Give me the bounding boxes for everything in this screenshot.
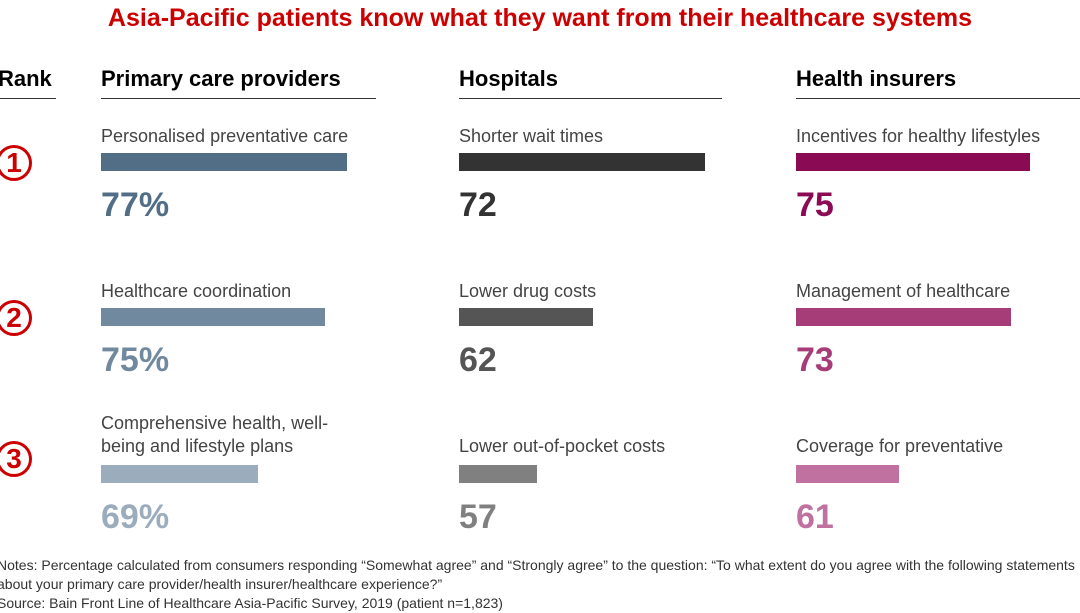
value-label: 73	[796, 341, 834, 379]
bar	[459, 153, 706, 171]
bar	[459, 465, 538, 483]
bar	[796, 153, 1030, 171]
item-label: Lower drug costs	[459, 281, 597, 301]
item-label: Shorter wait times	[459, 126, 604, 146]
value-label: 77%	[101, 186, 170, 224]
rank-badge: 1	[0, 145, 32, 181]
column-header: Hospitals	[459, 66, 722, 99]
item-label: Healthcare coordination	[101, 281, 292, 301]
value-label: 62	[459, 341, 497, 379]
bar	[101, 308, 325, 326]
rank-badge: 2	[0, 300, 32, 336]
source-text: Source: Bain Front Line of Healthcare As…	[0, 595, 503, 611]
value-label: 72	[459, 186, 497, 224]
rank-header: Rank	[0, 66, 56, 99]
value-label: 57	[459, 498, 497, 536]
item-label: Comprehensive health, well-being and lif…	[101, 413, 329, 456]
bar	[459, 308, 594, 326]
bar	[796, 465, 899, 483]
bar	[101, 465, 258, 483]
value-label: 75%	[101, 341, 170, 379]
bar	[101, 153, 348, 171]
value-label: 69%	[101, 498, 170, 536]
value-label: 61	[796, 498, 834, 536]
bar	[796, 308, 1012, 326]
item-label: Incentives for healthy lifestyles	[796, 126, 1041, 146]
item-label: Lower out-of-pocket costs	[459, 436, 666, 456]
rank-badge: 3	[0, 441, 32, 477]
column-header: Health insurers	[796, 66, 1080, 99]
chart-title: Asia-Pacific patients know what they wan…	[107, 4, 973, 32]
value-label: 75	[796, 186, 834, 224]
item-label: Personalised preventative care	[101, 126, 349, 146]
notes-text: Notes: Percentage calculated from consum…	[0, 557, 1075, 592]
column-header: Primary care providers	[101, 66, 376, 99]
item-label: Management of healthcare	[796, 281, 1011, 301]
notes: Notes: Percentage calculated from consum…	[0, 556, 1080, 613]
